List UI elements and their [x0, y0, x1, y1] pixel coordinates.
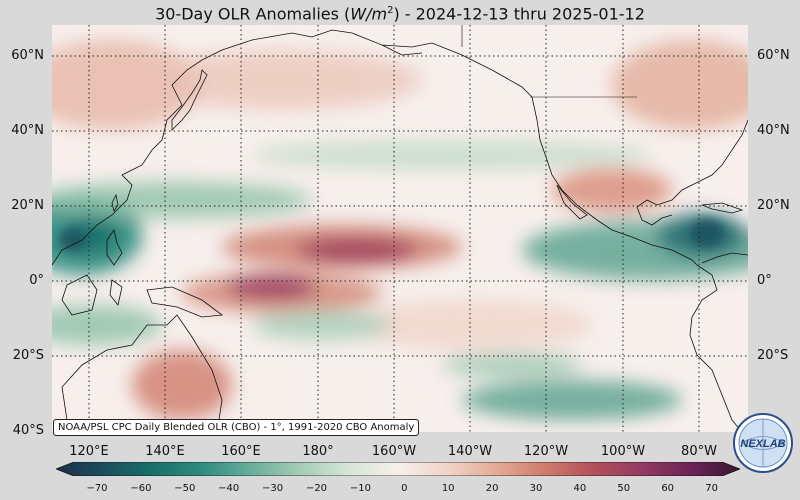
title-unit: W/m: [350, 4, 388, 24]
colorbar-tick-label: −70: [86, 483, 108, 494]
north-america-east: [636, 119, 748, 226]
colorbar-tick-label: −50: [174, 483, 196, 494]
lat-label-right: 60°N: [757, 48, 790, 63]
lat-label-left: 40°S: [12, 423, 44, 438]
colorbar-tick-label: 40: [573, 483, 587, 494]
lat-label-left: 20°N: [11, 198, 44, 213]
lon-label: 160°E: [221, 444, 261, 459]
map-title: 30-Day OLR Anomalies (W/m2) - 2024-12-13…: [0, 0, 800, 24]
colorbar-tick-label: 30: [529, 483, 543, 494]
lat-label-right: 20°N: [757, 198, 790, 213]
colorbar-tick-label: −60: [130, 483, 152, 494]
lon-label: 180°: [302, 444, 334, 459]
colorbar-tick-label: 70: [705, 483, 718, 494]
data-source-note: NOAA/PSL CPC Daily Blended OLR (CBO) - 1…: [53, 419, 420, 436]
lon-label: 160°W: [371, 444, 417, 459]
colorbar-body: [56, 462, 740, 476]
lon-label: 140°E: [145, 444, 185, 459]
colorbar-tick-label: −40: [218, 483, 240, 494]
new-guinea: [146, 286, 224, 318]
colorbar-tick-label: 0: [401, 483, 408, 494]
colorbar: [56, 462, 740, 476]
graticule: [52, 25, 748, 432]
colorbar-tick-label: −10: [349, 483, 371, 494]
lat-label-left: 40°N: [11, 123, 44, 138]
borneo-sulawesi: [61, 274, 123, 316]
lat-label-left: 0°: [29, 273, 44, 288]
title-suffix: ) - 2024-12-13 thru 2025-01-12: [393, 4, 645, 24]
lon-label: 120°W: [523, 444, 569, 459]
lat-label-right: 20°S: [757, 348, 789, 363]
lat-label-right: 40°N: [757, 123, 790, 138]
south-america: [689, 252, 748, 432]
lon-label: 140°W: [447, 444, 493, 459]
cuba: [701, 202, 744, 214]
colorbar-tick-label: 50: [617, 483, 631, 494]
nexlab-logo: NEXLAB: [733, 413, 793, 473]
logo-text: NEXLAB: [740, 438, 785, 450]
title-prefix: 30-Day OLR Anomalies (: [155, 4, 351, 24]
japan: [171, 69, 208, 131]
lon-label: 120°E: [69, 444, 109, 459]
colorbar-tick-label: −20: [305, 483, 328, 494]
colorbar-tick-label: 60: [661, 483, 675, 494]
colorbar-tick-label: 10: [441, 483, 455, 494]
olr-anomaly-map: [52, 25, 748, 432]
colorbar-tick-label: 20: [485, 483, 499, 494]
lat-label-left: 60°N: [11, 48, 44, 63]
colorbar-tick-label: −30: [262, 483, 284, 494]
taiwan: [111, 193, 119, 212]
lat-label-right: 0°: [757, 273, 772, 288]
lon-label: 80°W: [681, 444, 717, 459]
philippines: [106, 229, 123, 266]
north-america-west: [531, 96, 698, 266]
alaska: [351, 32, 533, 98]
baja: [556, 184, 588, 220]
lat-label-left: 20°S: [12, 348, 44, 363]
lon-label: 100°W: [600, 444, 646, 459]
title-unit-exponent: 2: [387, 5, 394, 16]
